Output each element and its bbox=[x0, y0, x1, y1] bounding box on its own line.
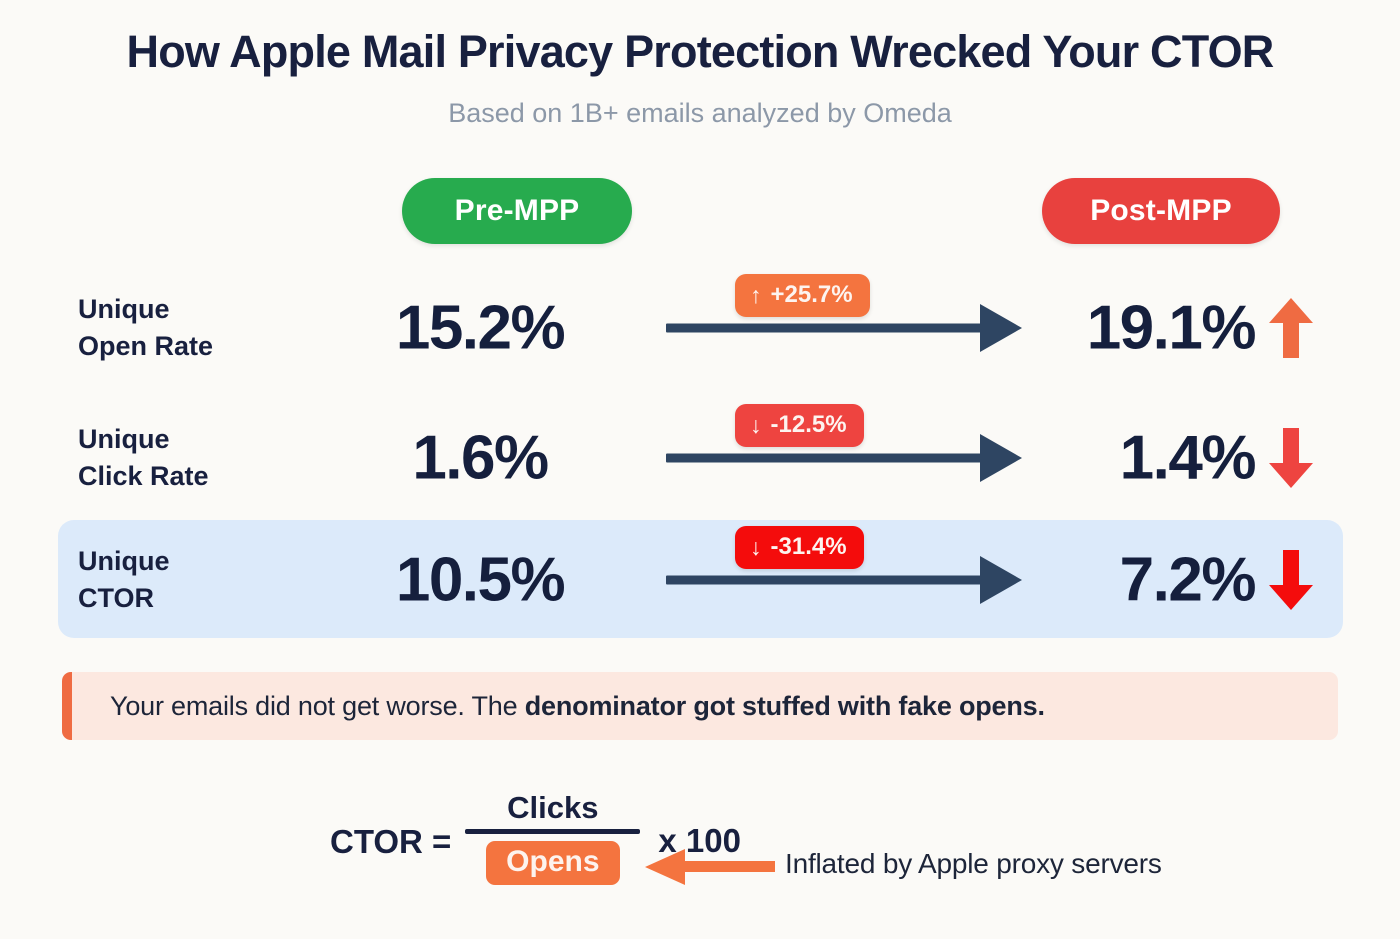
transition-arrow-right-icon bbox=[666, 304, 1026, 352]
annotation-arrow-left-icon bbox=[645, 849, 775, 885]
metric-label: Unique Click Rate bbox=[78, 423, 209, 491]
callout-emphasis-text: denominator got stuffed with fake opens. bbox=[524, 690, 1045, 721]
arrow-down-icon: ↓ bbox=[750, 533, 762, 560]
pre-mpp-value: 15.2% bbox=[395, 293, 566, 363]
transition-arrow-head bbox=[980, 304, 1022, 352]
delta-badge: ↓ -31.4% bbox=[735, 526, 864, 569]
delta-badge: ↑ +25.7% bbox=[735, 274, 870, 317]
page-title: How Apple Mail Privacy Protection Wrecke… bbox=[126, 26, 1275, 77]
callout-banner: Your emails did not get worse. The denom… bbox=[62, 672, 1338, 740]
formula-fraction: Clicks Opens bbox=[465, 790, 641, 885]
metric-row: Unique CTOR 10.5% ↓ -31.4% 7.2% bbox=[0, 520, 1400, 640]
transition-arrow-shaft bbox=[666, 453, 984, 463]
callout-lead-text: Your emails did not get worse. The bbox=[110, 690, 525, 721]
post-mpp-value: 1.4% bbox=[1119, 423, 1257, 493]
delta-value: -31.4% bbox=[770, 533, 847, 560]
metric-label: Unique CTOR bbox=[78, 545, 170, 613]
delta-badge: ↓ -12.5% bbox=[735, 404, 864, 447]
annotation-arrow-shaft bbox=[683, 861, 775, 872]
callout-accent-bar bbox=[62, 672, 72, 740]
trend-down-arrow-icon bbox=[1268, 426, 1314, 490]
post-mpp-value: 7.2% bbox=[1119, 545, 1257, 615]
arrow-down-icon: ↓ bbox=[750, 411, 762, 438]
delta-value: +25.7% bbox=[770, 281, 853, 308]
transition-arrow-right-icon bbox=[666, 434, 1026, 482]
delta-value: -12.5% bbox=[770, 411, 847, 438]
pre-mpp-value: 1.6% bbox=[412, 423, 549, 493]
metric-label: Unique Open Rate bbox=[78, 293, 214, 361]
metric-row: Unique Click Rate 1.6% ↓ -12.5% 1.4% bbox=[0, 398, 1400, 518]
arrow-up-icon: ↑ bbox=[750, 281, 762, 308]
page-subtitle: Based on 1B+ emails analyzed by Omeda bbox=[448, 98, 952, 128]
pre-mpp-value: 10.5% bbox=[395, 545, 566, 615]
transition-arrow-shaft bbox=[666, 323, 984, 333]
post-mpp-value: 19.1% bbox=[1086, 293, 1257, 363]
transition-arrow-shaft bbox=[666, 575, 984, 585]
formula-denominator-highlight: Opens bbox=[486, 841, 620, 885]
formula-numerator: Clicks bbox=[507, 790, 599, 825]
callout-text: Your emails did not get worse. The denom… bbox=[62, 691, 1045, 722]
trend-up-arrow-icon bbox=[1268, 296, 1314, 360]
metric-row: Unique Open Rate 15.2% ↑ +25.7% 19.1% bbox=[0, 268, 1400, 388]
ctor-formula: CTOR = Clicks Opens x 100 bbox=[330, 790, 741, 885]
transition-arrow-right-icon bbox=[666, 556, 1026, 604]
formula-division-bar bbox=[465, 829, 641, 834]
annotation-text: Inflated by Apple proxy servers bbox=[785, 848, 1162, 879]
column-header-pre-mpp: Pre-MPP bbox=[402, 178, 632, 244]
transition-arrow-head bbox=[980, 434, 1022, 482]
trend-down-arrow-icon bbox=[1268, 548, 1314, 612]
annotation-arrow-head bbox=[645, 849, 685, 885]
transition-arrow-head bbox=[980, 556, 1022, 604]
formula-left-side: CTOR = bbox=[330, 822, 452, 860]
column-header-post-mpp: Post-MPP bbox=[1042, 178, 1280, 244]
